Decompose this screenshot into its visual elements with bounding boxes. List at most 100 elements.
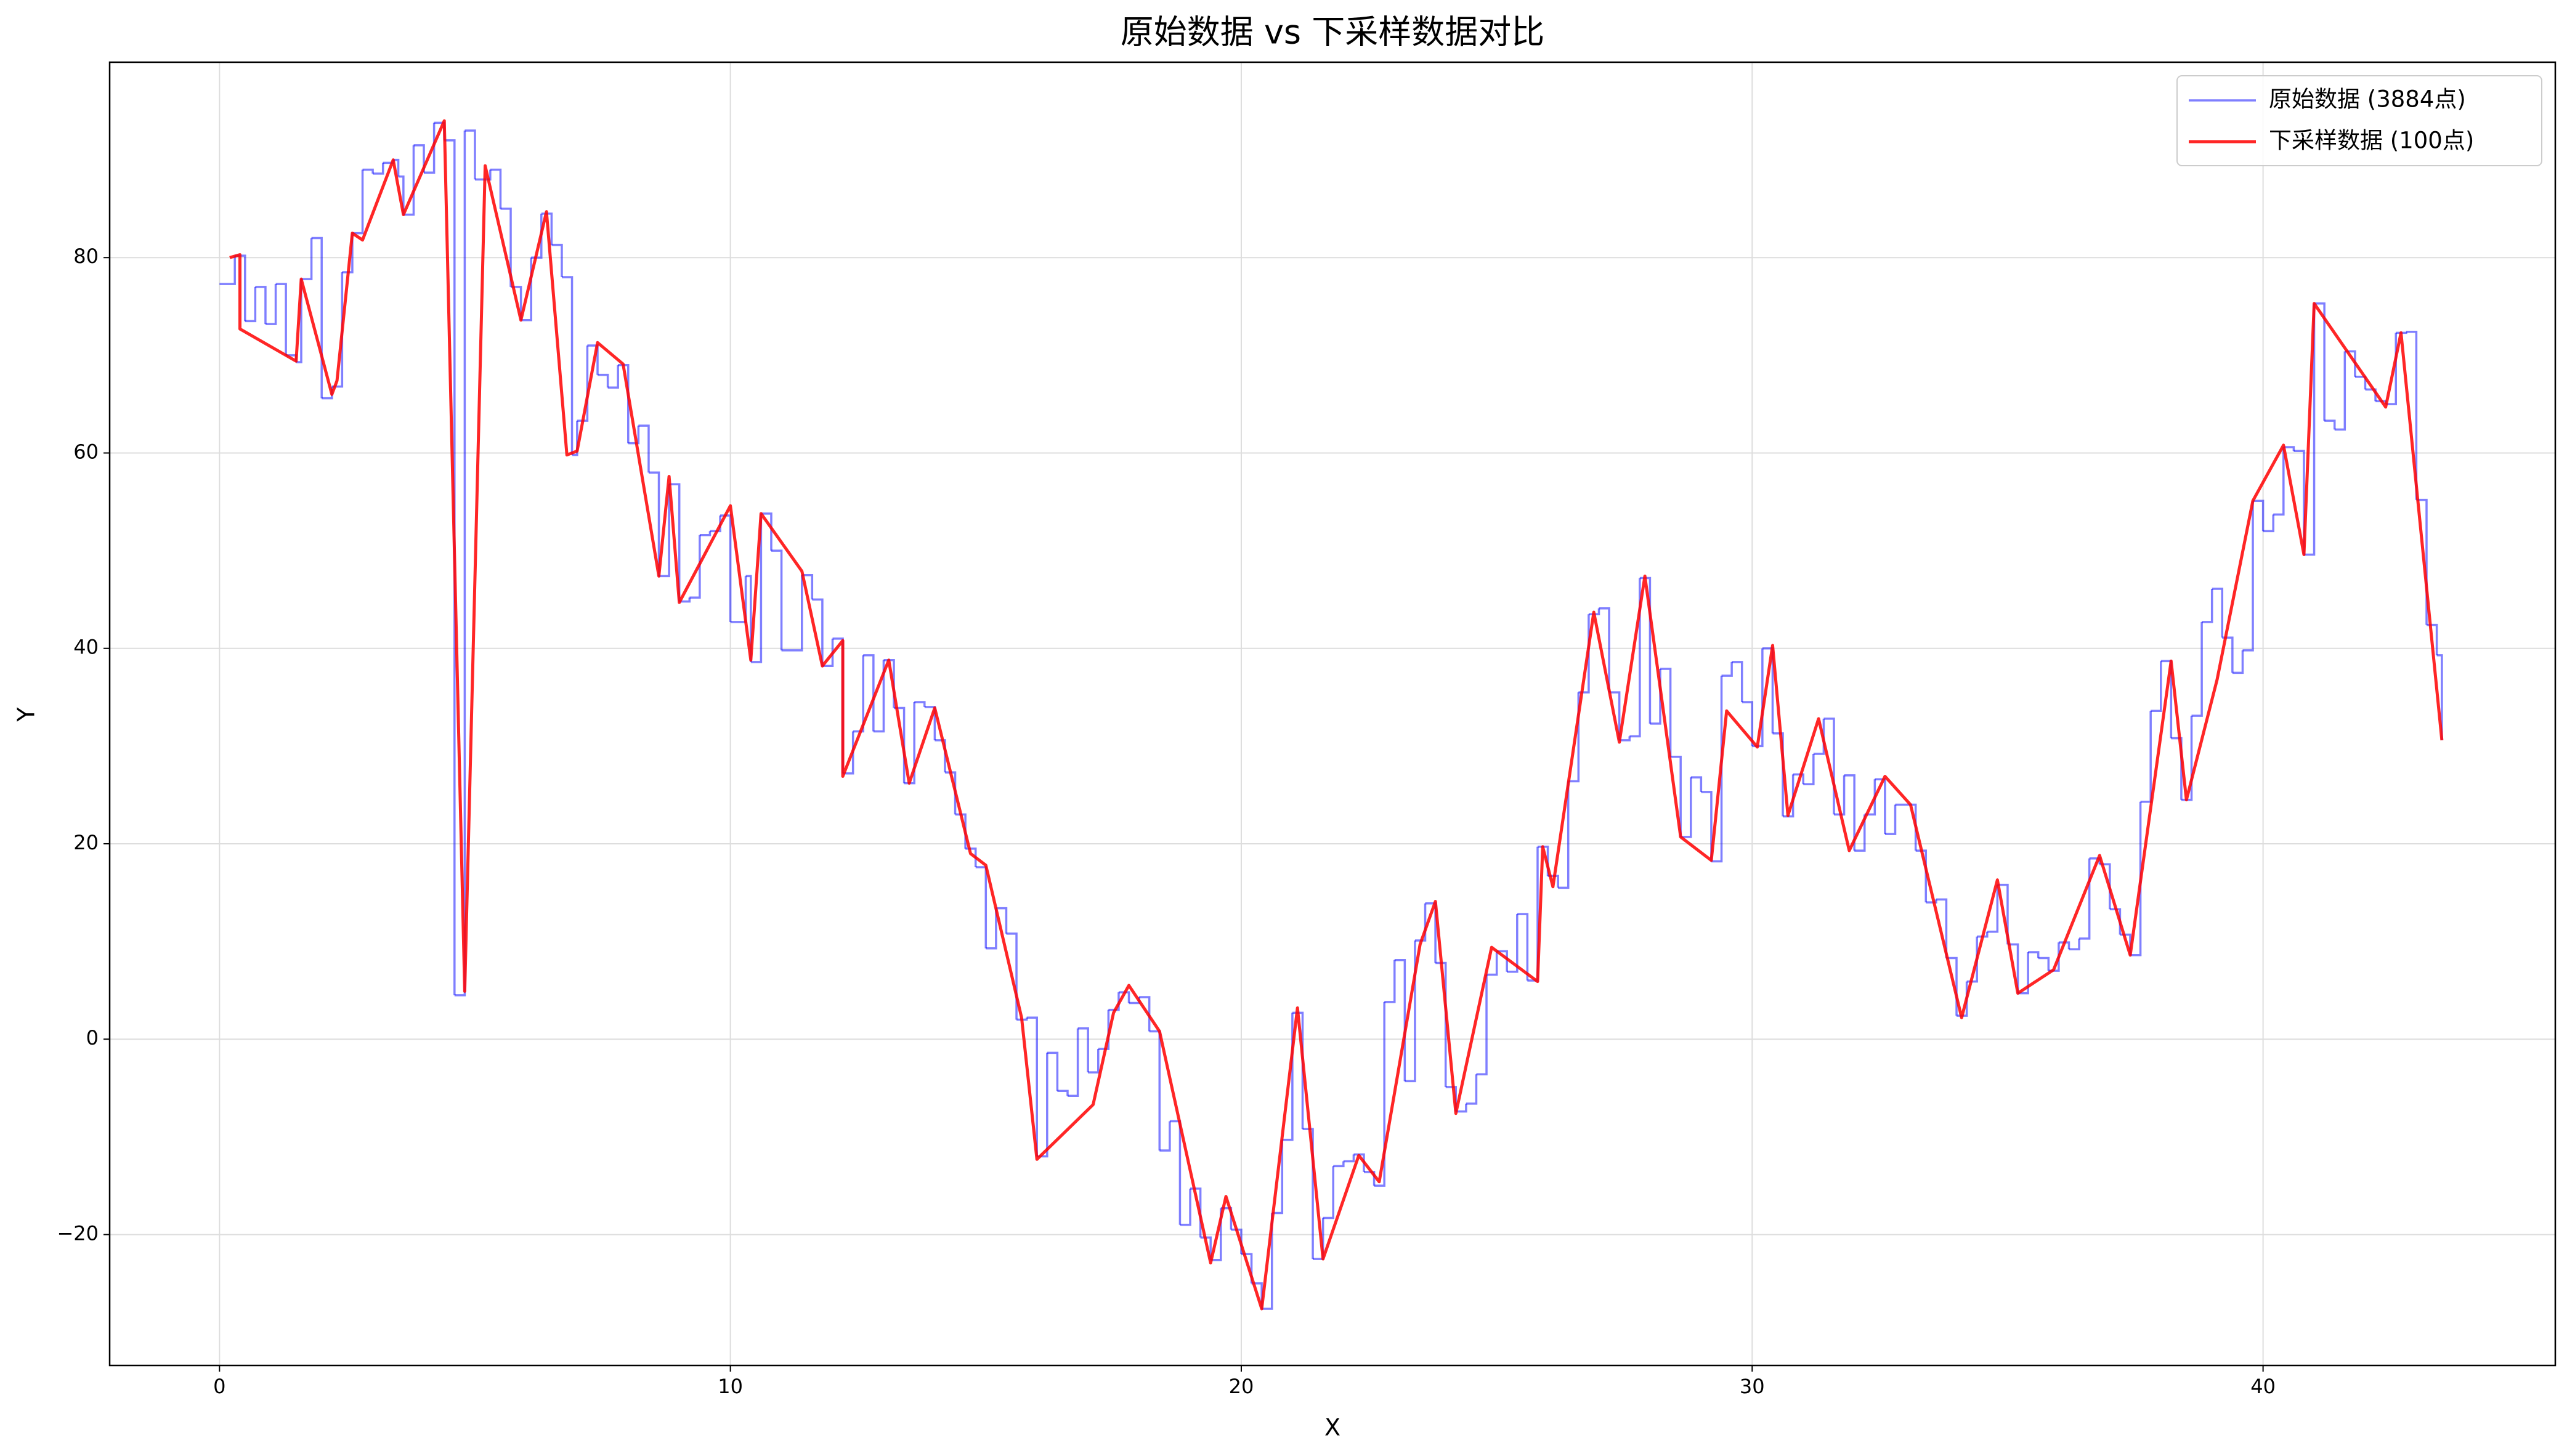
step-segment — [2232, 650, 2244, 674]
y-axis-label: Y — [13, 707, 40, 722]
step-segment — [1527, 846, 1539, 982]
step-segment — [1333, 1161, 1345, 1168]
step-segment — [1271, 1139, 1284, 1215]
step-segment — [245, 286, 257, 323]
step-segment — [265, 284, 277, 325]
step-segment — [1118, 991, 1130, 1003]
step-segment — [2140, 711, 2152, 803]
step-segment — [873, 660, 885, 733]
line — [229, 119, 2444, 1311]
step-segment — [1384, 960, 1396, 1003]
step-segment — [1180, 1188, 1191, 1226]
step-segment — [2171, 737, 2183, 800]
step-segment — [628, 426, 640, 445]
step-segment — [975, 866, 987, 948]
step-segment — [1037, 1053, 1048, 1158]
step-segment — [2283, 446, 2295, 451]
step-segment — [561, 276, 574, 455]
y-tick-label: 80 — [73, 245, 99, 268]
step-segment — [1884, 804, 1897, 835]
step-segment — [679, 597, 691, 603]
y-tick-label: 0 — [86, 1026, 99, 1050]
step-segment — [1067, 1028, 1079, 1097]
plot — [219, 119, 2444, 1311]
step-segment — [1088, 1049, 1100, 1074]
step-segment — [362, 168, 374, 174]
step-segment — [474, 169, 492, 181]
step-segment — [944, 771, 957, 815]
step-segment — [1844, 774, 1855, 851]
step-segment — [2202, 588, 2213, 623]
step-segment — [2365, 388, 2377, 402]
step-segment — [1609, 691, 1621, 740]
step-segment — [1159, 1121, 1171, 1152]
step-segment — [1414, 903, 1427, 942]
step-segment — [1629, 578, 1641, 738]
step-segment — [699, 531, 712, 536]
step-segment — [572, 421, 578, 456]
step-segment — [986, 908, 997, 950]
step-segment — [1926, 899, 1937, 904]
step-segment — [812, 598, 824, 666]
step-segment — [1098, 1009, 1110, 1050]
step-segment — [843, 731, 854, 775]
step-segment — [771, 549, 783, 650]
step-segment — [1987, 884, 1999, 933]
step-segment — [1742, 701, 1754, 746]
step-segment — [2354, 376, 2367, 390]
x-tick-label: 30 — [1740, 1375, 1765, 1398]
step-segment — [1915, 849, 1928, 903]
step-segment — [745, 575, 752, 662]
step-segment — [1783, 774, 1794, 818]
step-segment — [1833, 775, 1846, 816]
step-segment — [1077, 1027, 1089, 1073]
step-segment — [618, 363, 630, 443]
step-segment — [822, 638, 834, 668]
x-tick-label: 40 — [2250, 1375, 2276, 1398]
step-segment — [710, 516, 721, 533]
step-segment — [1057, 1090, 1069, 1096]
step-segment — [500, 208, 512, 287]
step-segment — [2212, 588, 2224, 638]
step-segment — [2406, 331, 2418, 500]
x-tick-label: 20 — [1229, 1375, 1254, 1398]
step-segment — [2130, 801, 2142, 957]
step-segment — [424, 123, 436, 174]
step-segment — [1486, 951, 1498, 976]
step-segment — [1793, 773, 1804, 785]
step-segment — [2273, 447, 2285, 516]
step-segment — [1026, 1016, 1038, 1157]
step-segment — [490, 168, 502, 209]
step-segment — [1854, 814, 1866, 852]
step-segment — [750, 513, 763, 663]
legend-label: 原始数据 (3884点) — [2269, 86, 2466, 113]
step-segment — [1435, 961, 1447, 1087]
step-segment — [607, 365, 619, 389]
step-segment — [781, 575, 803, 652]
step-segment — [1997, 883, 2009, 945]
step-segment — [2007, 943, 2019, 993]
step-segment — [1353, 1153, 1365, 1172]
step-segment — [275, 283, 287, 355]
step-segment — [1302, 1128, 1314, 1260]
step-segment — [373, 163, 384, 175]
step-segment — [403, 145, 415, 216]
step-segment — [914, 701, 926, 707]
step-segment — [2191, 621, 2203, 717]
step-segment — [1813, 718, 1825, 755]
step-segment — [1405, 940, 1416, 1083]
step-segment — [352, 169, 364, 235]
step-segment — [638, 424, 650, 473]
step-segment — [659, 484, 670, 578]
step-segment — [219, 256, 236, 285]
step-segment — [1721, 661, 1733, 677]
step-segment — [863, 654, 875, 732]
step-segment — [393, 158, 400, 177]
plot-frame — [108, 61, 2557, 1367]
step-segment — [1364, 1171, 1376, 1186]
step-segment — [2069, 938, 2080, 951]
step-segment — [1507, 914, 1519, 973]
step-segment — [311, 237, 323, 398]
